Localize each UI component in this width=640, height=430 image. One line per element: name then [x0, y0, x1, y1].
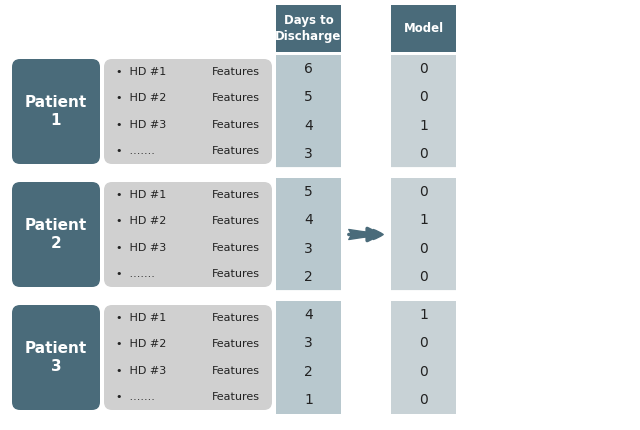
- Text: •  HD #2: • HD #2: [116, 339, 166, 349]
- Text: •  HD #3: • HD #3: [116, 366, 166, 376]
- Text: 4: 4: [304, 308, 313, 322]
- FancyBboxPatch shape: [12, 182, 100, 287]
- Text: 0: 0: [419, 90, 428, 104]
- Text: 5: 5: [304, 90, 313, 104]
- Text: Days to
Discharge: Days to Discharge: [275, 14, 342, 43]
- Text: •  HD #1: • HD #1: [116, 190, 166, 200]
- Text: 0: 0: [419, 62, 428, 76]
- Text: •  HD #1: • HD #1: [116, 313, 166, 323]
- Text: Patient
1: Patient 1: [25, 95, 87, 128]
- FancyBboxPatch shape: [276, 178, 341, 291]
- FancyBboxPatch shape: [391, 5, 456, 52]
- Text: •  HD #2: • HD #2: [116, 216, 166, 226]
- FancyBboxPatch shape: [276, 5, 341, 52]
- Text: 0: 0: [419, 270, 428, 284]
- Text: 0: 0: [419, 185, 428, 199]
- Text: 0: 0: [419, 147, 428, 161]
- Text: •  HD #1: • HD #1: [116, 67, 166, 77]
- Text: Features: Features: [212, 366, 260, 376]
- Text: •  .......: • .......: [116, 392, 155, 402]
- FancyBboxPatch shape: [391, 301, 456, 414]
- Text: Features: Features: [212, 313, 260, 323]
- Text: 6: 6: [304, 62, 313, 76]
- FancyBboxPatch shape: [391, 178, 456, 291]
- Text: 4: 4: [304, 213, 313, 227]
- Text: 1: 1: [419, 308, 428, 322]
- Text: Features: Features: [212, 146, 260, 156]
- Text: 5: 5: [304, 185, 313, 199]
- Text: 1: 1: [419, 119, 428, 132]
- FancyBboxPatch shape: [104, 59, 272, 164]
- Text: 1: 1: [419, 213, 428, 227]
- FancyBboxPatch shape: [104, 305, 272, 410]
- Text: Features: Features: [212, 216, 260, 226]
- Text: 0: 0: [419, 393, 428, 407]
- Text: 0: 0: [419, 336, 428, 350]
- Text: •  HD #3: • HD #3: [116, 120, 166, 129]
- Text: Features: Features: [212, 269, 260, 279]
- FancyBboxPatch shape: [276, 301, 341, 414]
- FancyBboxPatch shape: [391, 55, 456, 168]
- Text: Patient
3: Patient 3: [25, 341, 87, 374]
- FancyBboxPatch shape: [276, 55, 341, 168]
- Text: •  .......: • .......: [116, 146, 155, 156]
- Text: 3: 3: [304, 242, 313, 255]
- Text: Model: Model: [403, 22, 444, 35]
- Text: •  .......: • .......: [116, 269, 155, 279]
- Text: 3: 3: [304, 336, 313, 350]
- Text: 0: 0: [419, 365, 428, 379]
- Text: Features: Features: [212, 120, 260, 129]
- Text: •  HD #2: • HD #2: [116, 93, 166, 103]
- Text: Features: Features: [212, 339, 260, 349]
- Text: Features: Features: [212, 392, 260, 402]
- Text: 3: 3: [304, 147, 313, 161]
- Text: Patient
2: Patient 2: [25, 218, 87, 251]
- Text: 4: 4: [304, 119, 313, 132]
- Text: 1: 1: [304, 393, 313, 407]
- FancyBboxPatch shape: [12, 305, 100, 410]
- FancyBboxPatch shape: [104, 182, 272, 287]
- Text: Features: Features: [212, 243, 260, 253]
- Text: 0: 0: [419, 242, 428, 255]
- Text: 2: 2: [304, 270, 313, 284]
- FancyBboxPatch shape: [12, 59, 100, 164]
- Text: Features: Features: [212, 190, 260, 200]
- Text: •  HD #3: • HD #3: [116, 243, 166, 253]
- Text: Features: Features: [212, 67, 260, 77]
- Text: 2: 2: [304, 365, 313, 379]
- Text: Features: Features: [212, 93, 260, 103]
